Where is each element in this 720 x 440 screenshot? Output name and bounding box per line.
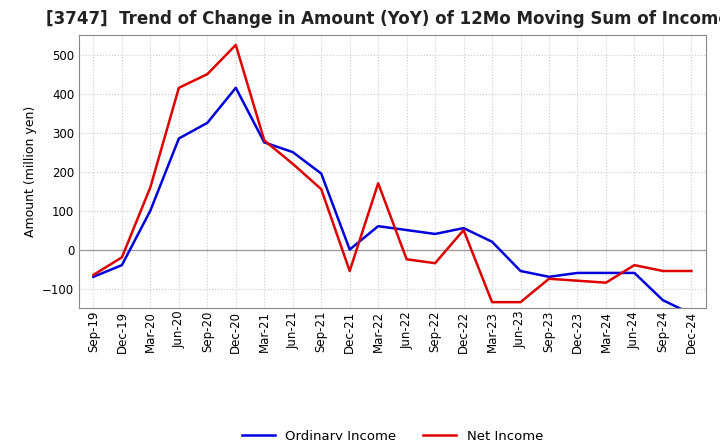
Net Income: [317, 187, 325, 192]
Ordinary Income: [402, 227, 411, 233]
Ordinary Income: [232, 85, 240, 91]
Net Income: [573, 278, 582, 283]
Net Income: [602, 280, 611, 285]
Net Income: [687, 268, 696, 274]
Ordinary Income: [174, 136, 183, 141]
Net Income: [203, 72, 212, 77]
Ordinary Income: [487, 239, 496, 244]
Net Income: [374, 181, 382, 186]
Net Income: [516, 300, 525, 305]
Legend: Ordinary Income, Net Income: Ordinary Income, Net Income: [242, 430, 543, 440]
Net Income: [260, 138, 269, 143]
Net Income: [402, 257, 411, 262]
Y-axis label: Amount (million yen): Amount (million yen): [24, 106, 37, 237]
Ordinary Income: [630, 270, 639, 275]
Ordinary Income: [146, 208, 155, 213]
Ordinary Income: [459, 225, 468, 231]
Ordinary Income: [602, 270, 611, 275]
Ordinary Income: [289, 150, 297, 155]
Net Income: [487, 300, 496, 305]
Ordinary Income: [203, 120, 212, 125]
Net Income: [346, 268, 354, 274]
Ordinary Income: [659, 297, 667, 303]
Net Income: [117, 255, 126, 260]
Ordinary Income: [516, 268, 525, 274]
Ordinary Income: [346, 247, 354, 252]
Line: Net Income: Net Income: [94, 45, 691, 302]
Net Income: [174, 85, 183, 91]
Ordinary Income: [431, 231, 439, 237]
Ordinary Income: [545, 274, 554, 279]
Net Income: [459, 227, 468, 233]
Ordinary Income: [117, 263, 126, 268]
Net Income: [232, 42, 240, 48]
Ordinary Income: [89, 274, 98, 279]
Title: [3747]  Trend of Change in Amount (YoY) of 12Mo Moving Sum of Incomes: [3747] Trend of Change in Amount (YoY) o…: [45, 10, 720, 28]
Net Income: [89, 272, 98, 278]
Ordinary Income: [317, 171, 325, 176]
Line: Ordinary Income: Ordinary Income: [94, 88, 691, 314]
Net Income: [630, 263, 639, 268]
Net Income: [146, 184, 155, 190]
Net Income: [289, 161, 297, 166]
Net Income: [545, 276, 554, 282]
Ordinary Income: [687, 311, 696, 316]
Net Income: [659, 268, 667, 274]
Ordinary Income: [260, 140, 269, 145]
Ordinary Income: [374, 224, 382, 229]
Ordinary Income: [573, 270, 582, 275]
Net Income: [431, 260, 439, 266]
